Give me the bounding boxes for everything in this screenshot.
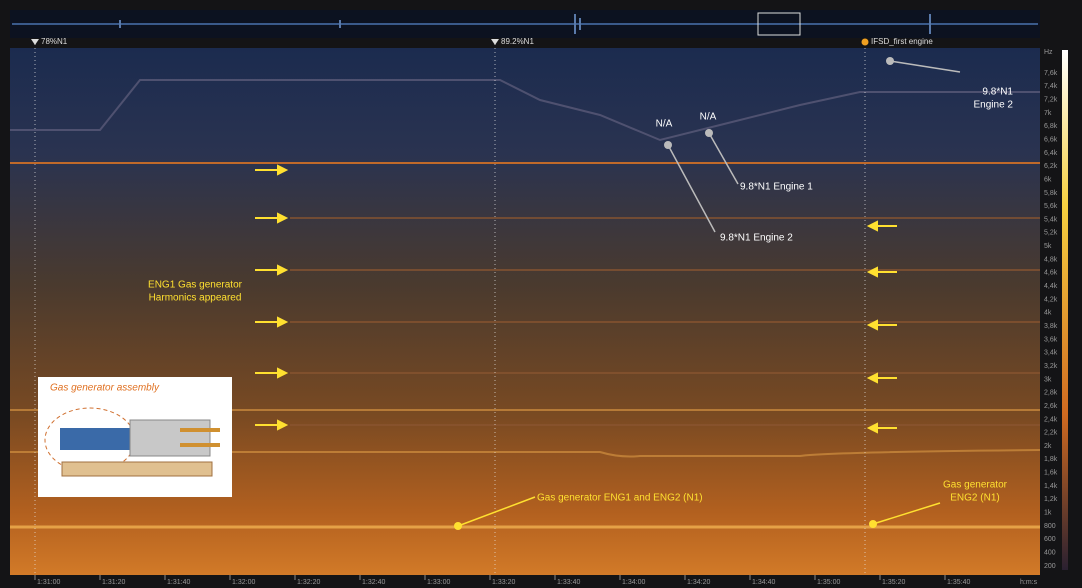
callout-dot: [664, 141, 672, 149]
annotation: 9.8*N1 Engine 1: [740, 182, 813, 193]
frequency-label: 6,2k: [1044, 163, 1058, 170]
callout-dot: [869, 520, 877, 528]
time-label: 1:35:40: [947, 579, 970, 586]
frequency-label: 1,2k: [1044, 496, 1058, 503]
color-bar-panel: [1068, 0, 1082, 588]
spectrogram-view: 78%N1 89.2%N1 IFSD_first engine Hz 7,6k 7,4k 7…: [0, 0, 1082, 588]
time-label: 1:35:20: [882, 579, 905, 586]
frequency-label: 1k: [1044, 510, 1052, 517]
frequency-label: 6,8k: [1044, 123, 1058, 130]
frequency-label: 1,8k: [1044, 456, 1058, 463]
marker-label: 78%N1: [41, 37, 68, 46]
time-label: 1:33:00: [427, 579, 450, 586]
frequency-label: 3,6k: [1044, 336, 1058, 343]
annotation: 9.8*N1 Engine 2: [720, 233, 793, 244]
frequency-label: 5,8k: [1044, 190, 1058, 197]
frequency-label: 6,6k: [1044, 136, 1058, 143]
frequency-label: 5,2k: [1044, 230, 1058, 237]
callout-dot: [454, 522, 462, 530]
frequency-label: 5k: [1044, 243, 1052, 250]
frequency-label: 2k: [1044, 443, 1052, 450]
frequency-label: 3,2k: [1044, 363, 1058, 370]
frequency-label: 1,4k: [1044, 483, 1058, 490]
annotation: ENG2 (N1): [950, 493, 999, 504]
time-label: 1:32:00: [232, 579, 255, 586]
frequency-label: 4,4k: [1044, 283, 1058, 290]
annotation: Gas generator ENG1 and ENG2 (N1): [537, 493, 703, 504]
frequency-label: 7,2k: [1044, 96, 1058, 103]
frequency-label: 3k: [1044, 376, 1052, 383]
marker-icon: [862, 39, 869, 46]
frequency-label: 5,4k: [1044, 216, 1058, 223]
frequency-label: 1,6k: [1044, 470, 1058, 477]
frequency-label: 600: [1044, 536, 1056, 543]
time-label: 1:31:00: [37, 579, 60, 586]
annotation: N/A: [656, 119, 673, 130]
frequency-label: 2,8k: [1044, 390, 1058, 397]
frequency-label: 5,6k: [1044, 203, 1058, 210]
inset-title: Gas generator assembly: [50, 383, 160, 394]
time-label: 1:33:20: [492, 579, 515, 586]
time-label: 1:34:40: [752, 579, 775, 586]
marker-label: 89.2%N1: [501, 37, 534, 46]
frequency-label: 7,4k: [1044, 83, 1058, 90]
time-label: 1:31:40: [167, 579, 190, 586]
frequency-label: 4,8k: [1044, 256, 1058, 263]
frequency-label: 6k: [1044, 176, 1052, 183]
annotation: N/A: [700, 112, 717, 123]
frequency-label: 800: [1044, 523, 1056, 530]
frequency-label: 7,6k: [1044, 70, 1058, 77]
frequency-label: 2,4k: [1044, 416, 1058, 423]
callout-dot: [705, 129, 713, 137]
annotation: ENG1 Gas generator: [148, 280, 243, 291]
frequency-label: 200: [1044, 563, 1056, 570]
frequency-label: 6,4k: [1044, 150, 1058, 157]
annotation: Gas generator: [943, 480, 1008, 491]
time-unit: h:m:s: [1020, 579, 1038, 586]
frequency-label: 4,6k: [1044, 270, 1058, 277]
frequency-label: 4k: [1044, 310, 1052, 317]
color-bar: [1062, 50, 1068, 570]
frequency-label: 7k: [1044, 110, 1052, 117]
frequency-label: 3,8k: [1044, 323, 1058, 330]
time-label: 1:35:00: [817, 579, 840, 586]
inset-image: [38, 377, 232, 497]
frequency-label: 400: [1044, 550, 1056, 557]
annotation: Engine 2: [974, 100, 1014, 111]
frequency-label: 2,6k: [1044, 403, 1058, 410]
time-label: 1:33:40: [557, 579, 580, 586]
time-label: 1:32:40: [362, 579, 385, 586]
annotation: Harmonics appeared: [149, 293, 242, 304]
frequency-label: 4,2k: [1044, 296, 1058, 303]
callout-dot: [886, 57, 894, 65]
time-label: 1:32:20: [297, 579, 320, 586]
frequency-unit: Hz: [1044, 49, 1053, 56]
annotation: 9.8*N1: [982, 87, 1013, 98]
time-label: 1:34:20: [687, 579, 710, 586]
marker-label: IFSD_first engine: [871, 37, 933, 46]
time-label: 1:34:00: [622, 579, 645, 586]
time-label: 1:31:20: [102, 579, 125, 586]
frequency-label: 3,4k: [1044, 350, 1058, 357]
frequency-label: 2,2k: [1044, 430, 1058, 437]
